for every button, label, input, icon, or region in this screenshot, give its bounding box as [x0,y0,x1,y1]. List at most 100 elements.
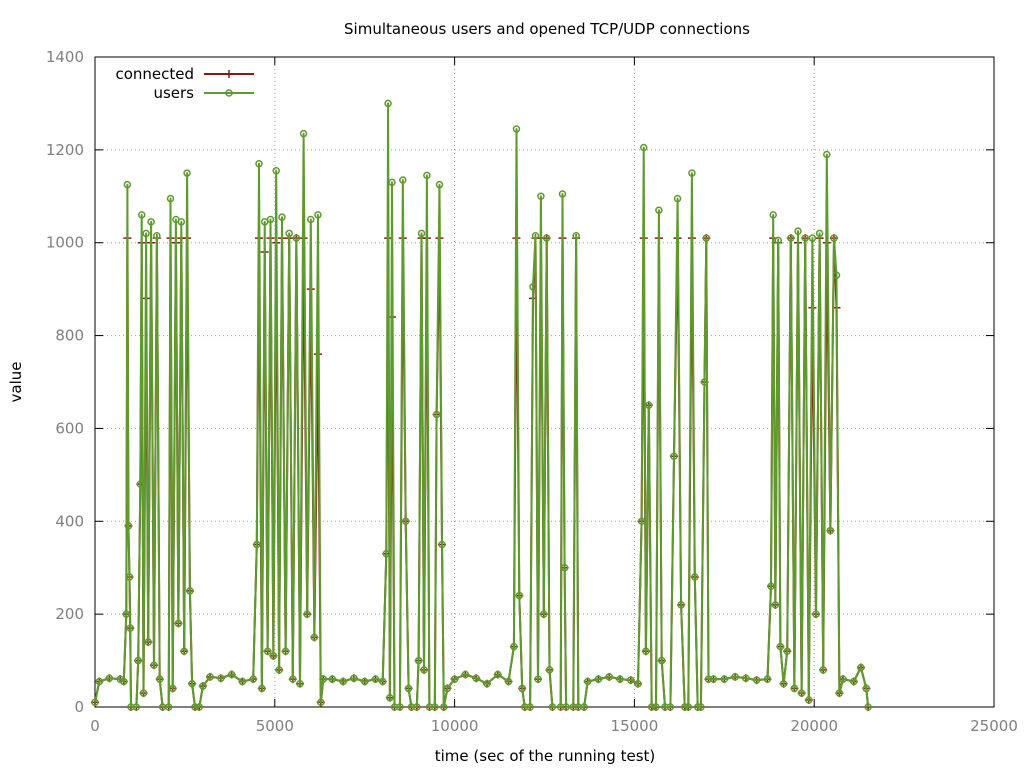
data-point-users [645,401,653,409]
data-point-users [95,677,104,686]
data-point-users [850,677,858,686]
data-point-users [174,619,183,628]
data-point-users [386,693,394,702]
data-point-users [826,526,835,535]
data-point-users [206,673,214,681]
data-point-users [266,215,275,224]
x-tick-label: 10000 [431,717,479,735]
data-point-users [431,703,439,711]
x-tick-label: 20000 [790,717,838,735]
data-point-users [166,194,175,203]
data-point-users [857,663,865,672]
data-point-users [531,232,540,240]
data-point-users [742,674,750,682]
data-point-users [637,517,646,526]
data-point-users [518,684,526,693]
data-point-users [548,703,557,711]
data-point-users [285,229,293,238]
data-point-users [122,610,131,618]
data-point-users [378,677,387,686]
series-layer [91,99,873,711]
data-point-users [769,211,777,219]
data-point-users [278,213,286,221]
data-point-users [440,703,448,711]
data-point-users [666,703,675,711]
data-point-users [483,680,491,688]
data-point-users [272,167,280,175]
x-tick-label: 5000 [256,717,294,735]
x-axis-label: time (sec of the running test) [435,747,656,765]
data-point-users [217,674,225,682]
data-point-users [677,601,685,609]
data-point-users [693,703,702,711]
data-point-users [132,703,141,711]
data-point-users [562,703,570,711]
data-point-users [432,410,441,419]
data-point-users [255,160,263,168]
data-point-users [388,178,396,187]
data-point-users [771,601,780,609]
data-point-users [700,378,709,386]
data-point-users [720,675,729,683]
data-point-users [139,689,148,697]
data-point-users [819,666,827,674]
data-point-users [763,675,772,683]
data-point-users [183,169,191,177]
data-point-users [396,703,404,711]
data-point-users [805,696,813,704]
y-tick-label: 600 [55,419,84,437]
y-tick-label: 800 [55,327,84,345]
data-point-users [832,271,841,279]
data-point-users [534,675,542,683]
data-point-users [472,674,480,682]
data-point-users [292,234,301,242]
data-point-users [572,232,580,240]
data-point-users [605,673,613,681]
x-tick-label: 25000 [970,717,1018,735]
x-tick-label: 15000 [611,717,659,735]
data-point-users [188,680,196,688]
data-point-users [594,675,603,683]
data-point-users [275,666,283,674]
data-point-users [420,666,428,674]
data-point-users [655,206,663,214]
data-point-users [186,587,194,595]
data-point-users [823,150,831,159]
data-point-users [461,670,470,679]
data-point-users [296,680,304,688]
y-tick-label: 1400 [46,48,84,66]
data-point-users [105,674,114,682]
data-point-users [307,215,315,224]
data-point-users [697,703,705,711]
data-point-users [558,190,567,198]
data-point-users [512,125,521,133]
data-point-users [504,677,513,686]
data-point-users [864,703,872,711]
data-point-users [680,703,689,711]
data-point-users [670,452,678,461]
y-axis-label: value [7,362,25,403]
data-point-users [134,656,142,665]
data-point-users [350,674,358,682]
data-point-users [494,670,502,679]
legend-label-connected: connected [115,65,194,83]
data-point-users [688,169,696,177]
data-point-users [691,573,699,581]
data-point-users [801,234,809,242]
data-point-users [542,234,551,242]
data-point-users [673,194,682,203]
data-point-users [126,624,134,632]
y-tick-label: 1200 [46,141,84,159]
data-point-users [164,703,173,711]
data-point-users [339,677,347,686]
data-point-users [560,563,569,572]
data-point-users [709,675,718,683]
data-point-users [580,703,588,711]
data-point-users [136,480,145,488]
data-point-users [317,698,325,707]
data-point-users [657,656,666,665]
data-point-users [684,703,693,711]
data-point-users [150,661,158,669]
data-point-users [545,666,554,674]
